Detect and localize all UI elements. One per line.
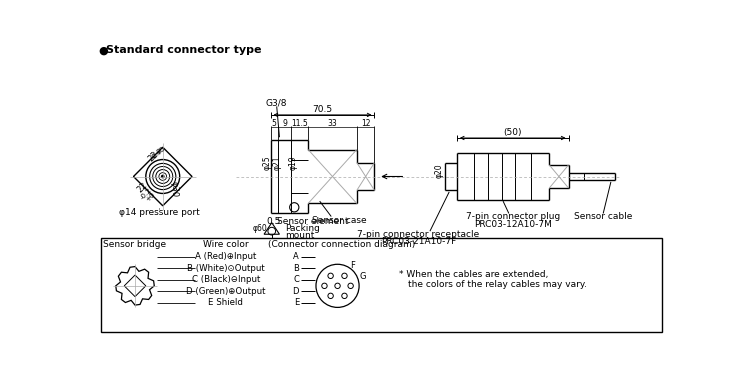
Text: -0.2: -0.2 [139,187,153,200]
Text: 0.5: 0.5 [267,217,281,226]
Text: Sensor bridge: Sensor bridge [104,240,167,249]
Text: D (Green)⊕Output: D (Green)⊕Output [186,287,266,296]
Text: -0.2: -0.2 [150,146,165,160]
Text: C: C [294,275,299,284]
Text: E: E [294,298,299,307]
Text: D: D [293,287,299,296]
Circle shape [162,175,164,178]
Text: 22: 22 [136,180,150,194]
Text: Packing: Packing [285,224,320,233]
Text: 22: 22 [147,150,160,163]
Bar [101,238,662,332]
Text: the colors of the relay cables may vary.: the colors of the relay cables may vary. [408,280,587,289]
Text: 12: 12 [361,119,370,128]
Text: +0: +0 [155,145,166,157]
Text: (50): (50) [504,128,522,137]
Text: 11.5: 11.5 [291,119,308,128]
Text: PRC03-12A10-7M: PRC03-12A10-7M [474,220,551,229]
Text: φ20: φ20 [434,163,444,178]
Text: φ14 pressure port: φ14 pressure port [118,208,199,217]
Text: E Shield: E Shield [209,298,244,307]
Text: 5: 5 [272,119,276,128]
Text: G: G [359,272,366,281]
Text: (Connector connection diagram): (Connector connection diagram) [267,240,415,249]
Text: * When the cables are extended,: * When the cables are extended, [399,270,548,279]
Text: Sensor element: Sensor element [277,217,349,226]
Text: A: A [294,252,299,261]
Text: φ60: φ60 [253,223,267,233]
Text: Wire color: Wire color [203,240,249,249]
Text: 7-pin connector receptacle: 7-pin connector receptacle [358,230,480,239]
Text: Sensor cable: Sensor cable [574,212,633,221]
Text: B: B [294,264,299,272]
Text: Sensor case: Sensor case [311,216,367,225]
Text: φ21: φ21 [273,155,282,170]
Text: +0: +0 [145,191,156,202]
Text: ●: ● [99,45,109,55]
Text: Standard connector type: Standard connector type [106,45,261,55]
Text: 70.5: 70.5 [312,105,332,114]
Text: 9: 9 [282,119,287,128]
Text: φ30: φ30 [169,181,178,197]
Text: mount: mount [285,231,315,240]
Text: G3/8: G3/8 [266,99,288,108]
Text: C (Black)⊖Input: C (Black)⊖Input [191,275,260,284]
Text: φ19: φ19 [289,155,298,170]
Text: A (Red)⊕Input: A (Red)⊕Input [195,252,256,261]
Text: PRC03-21A10-7F: PRC03-21A10-7F [381,238,456,247]
Text: 7-pin connector plug: 7-pin connector plug [466,212,559,221]
Text: φ25: φ25 [263,155,272,170]
Text: F: F [350,261,355,270]
Text: 33: 33 [328,119,337,128]
Text: B (White)⊙Output: B (White)⊙Output [187,264,264,272]
